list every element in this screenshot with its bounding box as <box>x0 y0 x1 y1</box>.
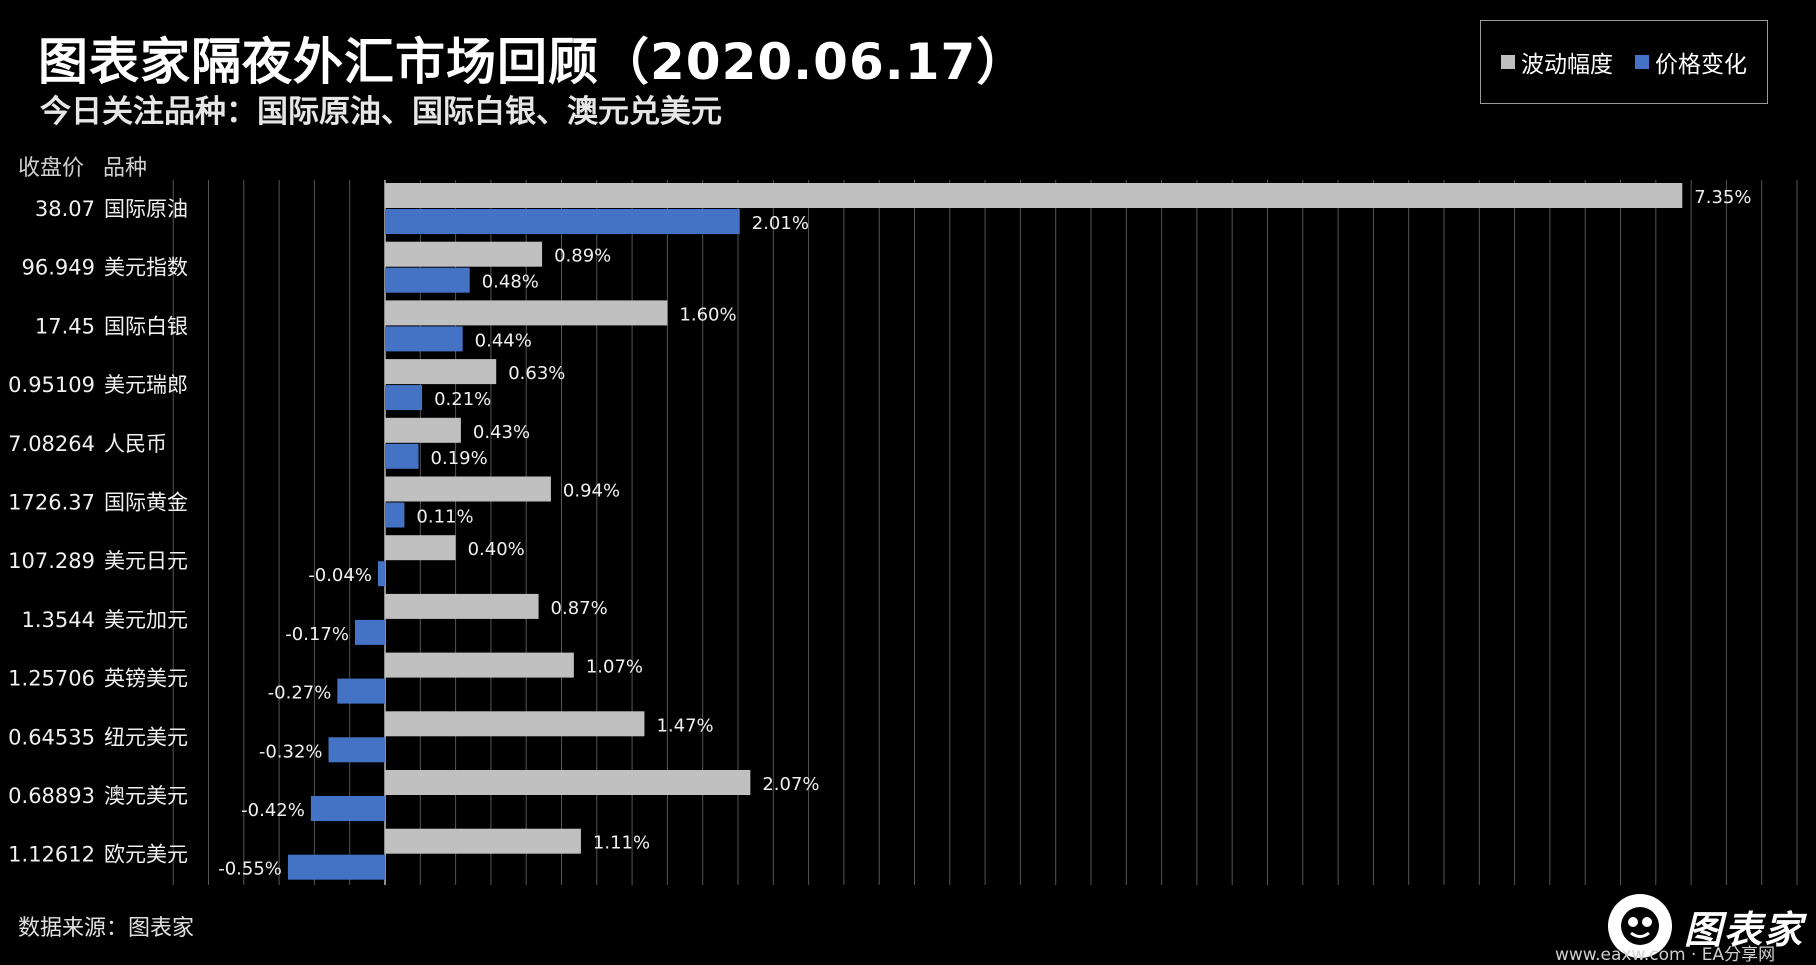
close-price-label: 0.68893 <box>8 784 95 808</box>
legend-item-volatility: 波动幅度 <box>1501 45 1613 79</box>
chart-legend: 波动幅度 价格变化 <box>1480 20 1768 104</box>
volatility-value-label: 0.43% <box>473 422 530 443</box>
price-change-value-label: 0.48% <box>482 272 539 293</box>
price-change-value-label: 0.11% <box>416 507 473 528</box>
legend-swatch-price-change <box>1635 55 1649 69</box>
category-label: 英镑美元 <box>104 667 188 691</box>
close-price-label: 1.3544 <box>22 608 95 632</box>
volatility-value-label: 1.11% <box>593 833 650 854</box>
price-change-bar <box>287 854 385 880</box>
page-subtitle: 今日关注品种：国际原油、国际白银、澳元兑美元 <box>40 94 722 130</box>
category-label: 欧元美元 <box>104 843 188 867</box>
price-change-bar <box>385 502 405 528</box>
legend-label-volatility: 波动幅度 <box>1521 52 1613 78</box>
price-change-value-label: -0.32% <box>259 741 323 762</box>
price-change-value-label: 0.44% <box>475 330 532 351</box>
price-change-bar <box>337 678 385 704</box>
price-change-bar <box>328 737 385 763</box>
logo-mascot-icon <box>1608 894 1672 958</box>
close-price-label: 96.949 <box>22 256 95 280</box>
close-price-label: 0.64535 <box>8 725 95 749</box>
volatility-value-label: 0.89% <box>554 246 611 267</box>
category-label: 美元指数 <box>104 256 188 280</box>
volatility-value-label: 2.07% <box>762 774 819 795</box>
price-change-value-label: 2.01% <box>752 213 809 234</box>
price-change-value-label: -0.04% <box>308 565 372 586</box>
price-change-bar <box>354 619 385 645</box>
volatility-bar <box>385 300 668 326</box>
price-change-value-label: -0.42% <box>241 800 305 821</box>
category-label: 国际黄金 <box>104 491 188 515</box>
category-label: 美元加元 <box>104 608 188 632</box>
price-change-value-label: -0.27% <box>268 683 332 704</box>
category-label: 美元日元 <box>104 549 188 573</box>
price-change-bar <box>385 385 423 411</box>
volatility-bar <box>385 183 1683 208</box>
page-title: 图表家隔夜外汇市场回顾（2020.06.17） <box>38 33 1028 91</box>
close-price-label: 7.08264 <box>8 432 95 456</box>
volatility-value-label: 0.40% <box>468 539 525 560</box>
category-label: 美元瑞郎 <box>104 373 188 397</box>
close-price-label: 0.95109 <box>8 373 95 397</box>
price-change-bar <box>385 267 470 293</box>
volatility-bar <box>385 241 543 267</box>
legend-item-price-change: 价格变化 <box>1635 45 1747 79</box>
category-label: 国际原油 <box>104 197 188 221</box>
column-header-name: 品种 <box>103 156 148 181</box>
logo-text: 图表家 <box>1684 907 1805 952</box>
close-price-label: 38.07 <box>35 197 95 221</box>
price-change-value-label: -0.17% <box>285 624 349 645</box>
category-label: 纽元美元 <box>104 725 188 749</box>
price-change-bar <box>377 561 385 587</box>
legend-label-price-change: 价格变化 <box>1655 52 1747 78</box>
volatility-value-label: 0.87% <box>551 598 608 619</box>
volatility-value-label: 7.35% <box>1694 187 1751 208</box>
close-price-label: 107.289 <box>8 549 95 573</box>
volatility-bar <box>385 828 581 854</box>
volatility-value-label: 1.47% <box>656 715 713 736</box>
volatility-bar <box>385 652 574 678</box>
close-price-label: 1.25706 <box>8 667 95 691</box>
price-change-bar <box>385 443 419 469</box>
category-label: 澳元美元 <box>104 784 188 808</box>
volatility-bar <box>385 593 539 619</box>
volatility-bar <box>385 770 751 795</box>
price-change-value-label: 0.21% <box>434 389 491 410</box>
volatility-bar <box>385 359 497 385</box>
watermark-text: www.eaxw.com · EA分享网 <box>1555 945 1776 965</box>
price-change-bar <box>310 796 385 821</box>
volatility-value-label: 0.94% <box>563 481 620 502</box>
price-change-value-label: 0.19% <box>431 448 488 469</box>
brand-logo: 图表家 <box>1608 894 1804 958</box>
column-header-price: 收盘价 <box>18 156 85 181</box>
category-label: 国际白银 <box>104 314 188 338</box>
data-source-footer: 数据来源：图表家 <box>18 916 195 941</box>
volatility-bar <box>385 476 551 502</box>
volatility-bar <box>385 535 456 561</box>
price-change-bar <box>385 209 740 234</box>
volatility-value-label: 1.60% <box>679 304 736 325</box>
close-price-label: 1726.37 <box>8 491 95 515</box>
volatility-bar <box>385 711 645 737</box>
volatility-value-label: 1.07% <box>586 657 643 678</box>
volatility-bar <box>385 417 461 443</box>
price-change-bar <box>385 326 463 352</box>
legend-swatch-volatility <box>1501 55 1515 69</box>
volatility-value-label: 0.63% <box>508 363 565 384</box>
price-change-value-label: -0.55% <box>218 859 282 880</box>
close-price-label: 1.12612 <box>8 843 95 867</box>
category-label: 人民币 <box>104 432 167 456</box>
close-price-label: 17.45 <box>35 314 95 338</box>
